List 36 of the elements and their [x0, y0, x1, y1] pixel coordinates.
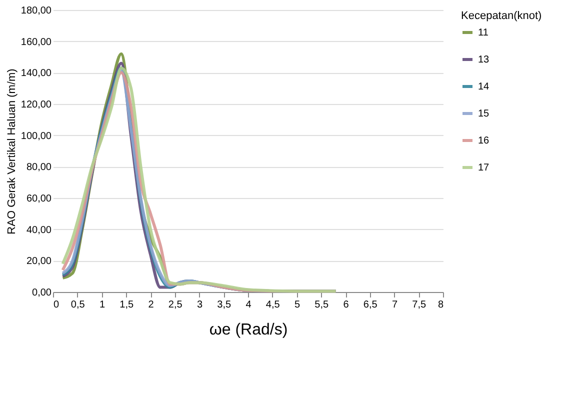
y-tick-label: 20,00 [26, 256, 52, 268]
x-tick-label: 0,5 [70, 300, 86, 310]
x-axis-title: ωe (Rad/s) [209, 322, 288, 338]
y-tick-label: 100,00 [20, 130, 52, 142]
x-tick-label: 0 [54, 300, 60, 310]
legend-label: 16 [478, 136, 490, 146]
x-tick-label: 8 [438, 300, 444, 310]
x-tick-label: 1 [99, 300, 106, 310]
x-tick-label: 1,5 [120, 300, 134, 310]
x-tick-label: 3 [196, 300, 203, 310]
x-tick-label: 7,5 [412, 300, 427, 310]
y-tick-label: 60,00 [26, 194, 52, 204]
y-tick-label: 160,00 [20, 36, 52, 48]
legend-label: 14 [478, 82, 490, 92]
x-tick-label: 6,5 [363, 300, 378, 310]
x-tick-label: 4 [246, 300, 252, 310]
y-tick-label: 0,00 [32, 288, 52, 298]
legend-label: 13 [478, 54, 490, 66]
x-tick-label: 5,5 [314, 300, 330, 310]
y-tick-label: 40,00 [26, 224, 52, 236]
x-tick-label: 2,5 [168, 300, 183, 310]
legend-label: 11 [478, 28, 489, 38]
x-tick-label: 3,5 [217, 300, 232, 310]
x-tick-label: 2 [148, 300, 154, 310]
y-tick-label: 140,00 [20, 68, 52, 80]
y-tick-label: 80,00 [26, 162, 52, 174]
x-tick-label: 5 [294, 300, 300, 310]
y-tick-label: 120,00 [20, 100, 52, 110]
x-tick-label: 7 [392, 300, 398, 310]
legend-label: 17 [478, 162, 490, 174]
x-tick-label: 4,5 [266, 300, 280, 310]
x-tick-label: 6 [343, 300, 350, 310]
legend-label: 15 [478, 108, 490, 120]
y-axis-title: RAO Gerak Vertikal Haluan (m/m) [6, 68, 18, 234]
y-tick-label: 180,00 [20, 6, 52, 16]
legend-title: Kecepatan(knot) [461, 10, 542, 22]
